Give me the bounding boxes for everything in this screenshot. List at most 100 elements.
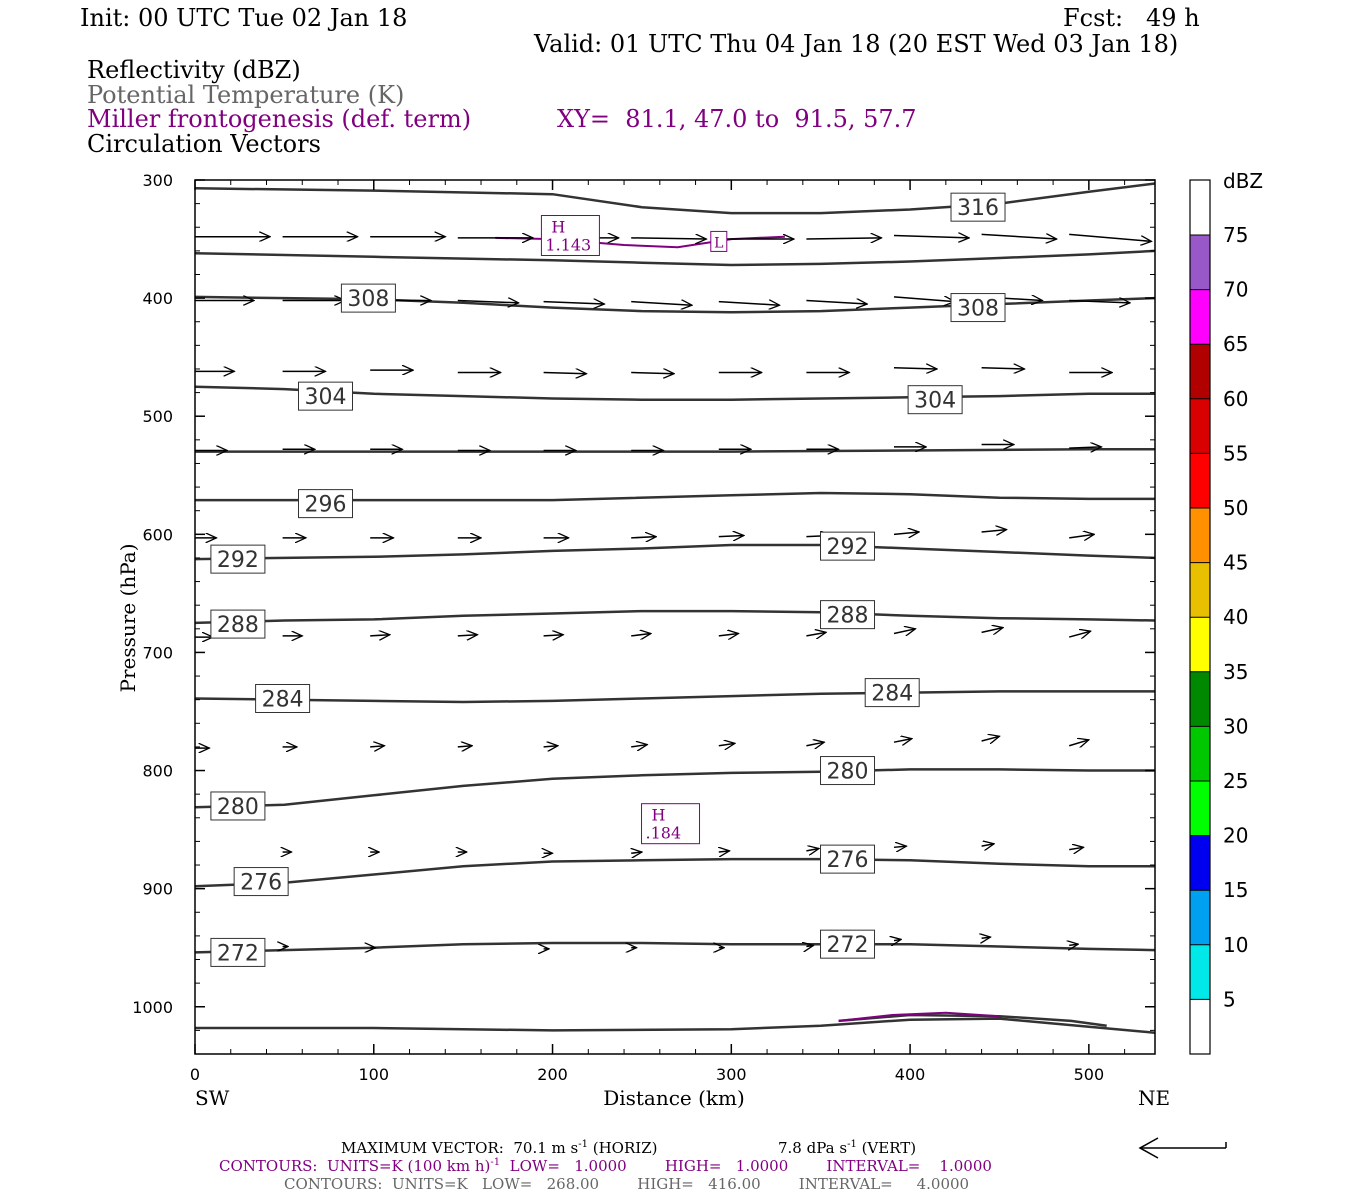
circulation-vector [1068,631,1090,637]
reference-vector-head [1138,1137,1159,1159]
x-tick-label: 100 [358,1065,389,1084]
y-tick-label: 700 [142,643,173,662]
circulation-vector [631,238,706,239]
circulation-vector [893,739,912,743]
colorbar-label: 15 [1223,878,1248,902]
y-axis-label: Pressure (hPa) [116,544,140,693]
y-tick-label: 600 [142,525,173,544]
theta-contour-312 [194,249,1156,267]
circulation-vector [1069,944,1078,945]
colorbar-swatch [1190,398,1210,454]
circulation-vector [370,746,384,747]
theta-label: 276 [827,848,869,873]
theta-label: 292 [217,548,259,573]
x-tick-label: 400 [895,1065,926,1084]
circulation-vector [806,742,824,746]
circulation-vector [631,373,674,374]
theta-contour-info: CONTOURS: UNITS=K LOW= 268.00 HIGH= 416.… [284,1175,970,1193]
frontogenesis-high-box [540,215,600,257]
colorbar-label: 30 [1223,714,1248,738]
colorbar-label: 20 [1223,824,1248,848]
colorbar-label: 60 [1223,387,1248,411]
init-time: Init: 00 UTC Tue 02 Jan 18 [80,4,408,32]
field-theta: Potential Temperature (K) [87,81,405,109]
y-tick-label: 300 [142,171,173,190]
circulation-vector [1069,847,1083,849]
colorbar-label: 55 [1223,441,1248,465]
theta-label: 284 [262,687,304,712]
colorbar-swatch [1190,562,1210,618]
circulation-vector [806,300,867,304]
circulation-vector [893,368,937,369]
colorbar-swatch [1190,235,1210,290]
frontogenesis-high-value: .184 [646,824,682,843]
colorbar-label: 70 [1223,278,1248,302]
y-tick-label: 1000 [132,998,173,1017]
theta-label: 292 [827,535,869,560]
circulation-vector [457,746,472,747]
theta-label: 272 [827,933,869,958]
x-tick-label: 200 [537,1065,568,1084]
y-tick-label: 900 [142,880,173,899]
theta-contour-292 [194,543,1156,561]
circulation-vector [893,846,907,847]
circulation-vector [894,939,901,940]
theta-contour-276 [194,857,1155,888]
circulation-vector [806,238,881,239]
theta-contour-288 [194,609,1156,625]
theta-label-box [210,791,266,821]
theta-label: 304 [914,389,956,414]
theta-label-box [820,844,876,874]
max-vector: MAXIMUM VECTOR: 70.1 m s-1 (HORIZ) [341,1140,657,1156]
theta-label: 280 [827,760,869,785]
frontogenesis-high-label: H [551,218,565,237]
colorbar-unit: dBZ [1223,169,1263,193]
theta-label-box [210,544,266,574]
circulation-vector [457,300,519,302]
theta-contour-280 [194,768,1155,809]
frontogenesis-contour-info: CONTOURS: UNITS=K (100 km h)-1 LOW= 1.00… [219,1158,992,1174]
y-tick-label: 400 [142,289,173,308]
circulation-vector [1069,233,1151,241]
colorbar-swatch [1190,344,1210,399]
theta-label-box [820,531,876,561]
colorbar-swatch [1190,781,1210,836]
theta-label-box [820,929,876,959]
theta-label-box [233,867,289,897]
plot-frame [194,179,1156,1055]
colorbar-label: 10 [1223,933,1248,957]
circulation-vector [893,236,969,238]
frontogenesis-low-box [710,230,728,252]
frontogenesis-high-label: H [652,806,666,825]
theta-contour-300 [195,448,1155,453]
colorbar-swatch [1190,944,1210,1000]
theta-label: 308 [347,287,389,312]
colorbar-label: 35 [1223,660,1248,684]
x-tick-label: 500 [1074,1065,1105,1084]
fg-contours-range: LOW= 1.0000 HIGH= 1.0000 INTERVAL= 1.000… [500,1157,992,1175]
circulation-vector [718,634,739,636]
circulation-vector [719,851,730,852]
colorbar-label: 65 [1223,332,1248,356]
colorbar-swatch [1190,453,1210,508]
frontogenesis-high-box [641,803,701,845]
theta-label-box [820,756,876,786]
theta-label-box [950,192,1006,222]
theta-label: 280 [217,795,259,820]
theta-contour-284 [194,690,1155,704]
theta-label-box [864,678,920,708]
max-vector-horiz-label: (HORIZ) [587,1139,658,1157]
circulation-vector [806,945,813,946]
fg-contours-units: CONTOURS: UNITS=K (100 km h) [219,1157,491,1175]
circulation-vector [893,629,915,634]
colorbar-swatch [1190,890,1210,945]
field-vectors: Circulation Vectors [87,130,321,158]
x-end-left-label: SW [195,1086,230,1110]
fg-contours-exp: -1 [490,1157,501,1168]
x-tick-label: 0 [190,1065,200,1084]
theta-contour-268 [195,1017,1156,1034]
circulation-vector [1068,740,1089,746]
circulation-vector [981,530,1007,532]
circulation-vector [543,635,564,636]
